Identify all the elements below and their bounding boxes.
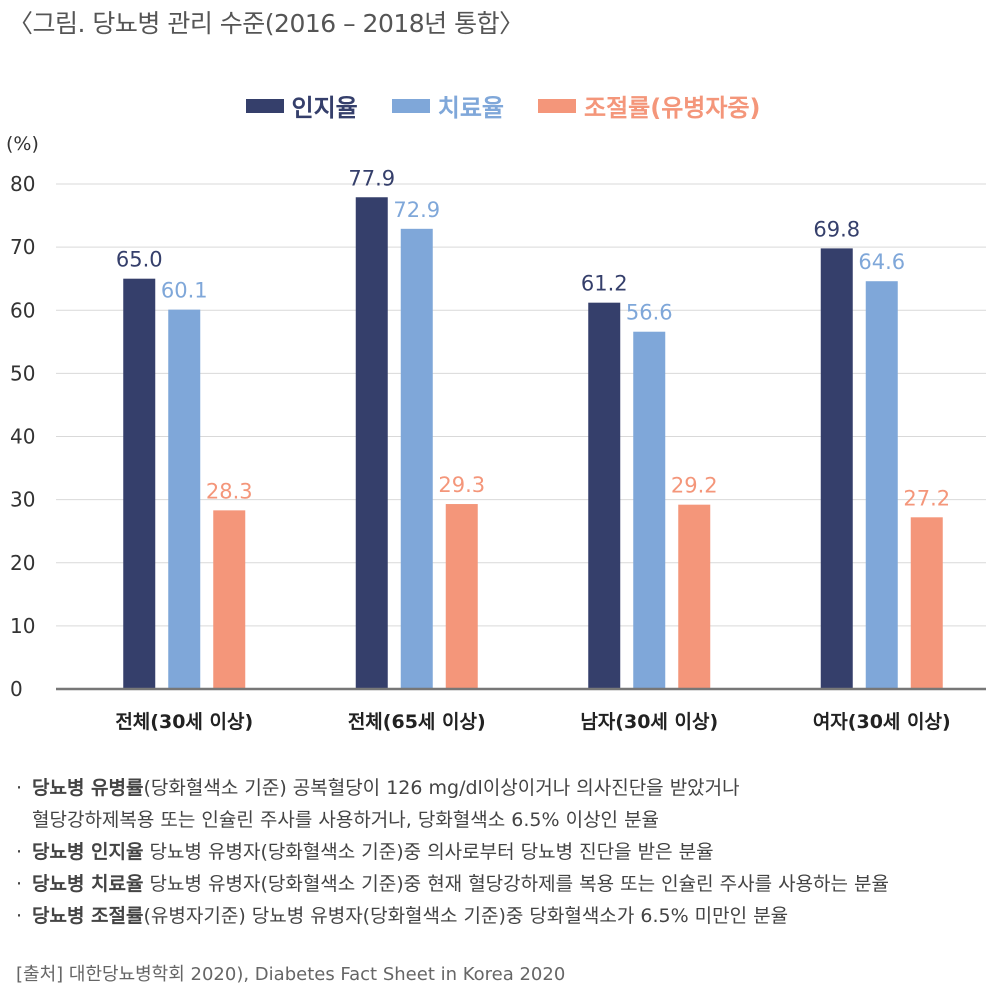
x-tick-label: 전체(65세 이상)	[348, 711, 486, 733]
bar	[910, 517, 943, 689]
bar	[400, 228, 433, 689]
note-text: (유병자기준) 당뇨병 유병자(당화혈색소 기준)중 당화혈색소가 6.5% 미…	[143, 905, 789, 927]
bar	[355, 197, 388, 689]
y-axis-label: (%)	[6, 133, 39, 155]
note-bullet: ·	[16, 873, 23, 895]
legend-swatch-awareness	[245, 98, 284, 113]
note-bullet: ·	[16, 841, 23, 863]
legend-label-awareness: 인지율	[291, 94, 358, 122]
notes: · 당뇨병 유병률(당화혈색소 기준) 공복혈당이 126 mg/dl이상이거나 …	[16, 772, 889, 932]
note-control: · 당뇨병 조절률(유병자기준) 당뇨병 유병자(당화혈색소 기준)중 당화혈색소…	[16, 900, 889, 932]
note-treatment: · 당뇨병 치료율 당뇨병 유병자(당화혈색소 기준)중 현재 혈당강하제를 복용…	[16, 868, 889, 900]
note-term: 당뇨병 조절률	[32, 905, 144, 927]
y-tick-label: 50	[10, 361, 35, 385]
legend-label-treatment: 치료율	[437, 94, 504, 122]
bar	[588, 302, 621, 689]
note-prevalence-continued: 혈당강하제복용 또는 인슐린 주사를 사용하거나, 당화혈색소 6.5% 이상인…	[16, 804, 889, 836]
data-label: 61.2	[581, 272, 628, 296]
legend-item-treatment: 치료율	[391, 88, 504, 123]
y-tick-label: 0	[10, 677, 23, 701]
y-tick-label: 60	[10, 298, 35, 322]
data-label: 29.2	[671, 474, 718, 498]
note-term: 당뇨병 치료율	[32, 873, 144, 895]
note-text: 혈당강하제복용 또는 인슐린 주사를 사용하거나, 당화혈색소 6.5% 이상인…	[32, 809, 660, 831]
data-label: 28.3	[206, 479, 253, 503]
note-awareness: · 당뇨병 인지율 당뇨병 유병자(당화혈색소 기준)중 의사로부터 당뇨병 진단…	[16, 836, 889, 868]
data-label: 27.2	[903, 486, 950, 510]
legend-item-awareness: 인지율	[245, 88, 358, 123]
note-text: 당뇨병 유병자(당화혈색소 기준)중 현재 혈당강하제를 복용 또는 인슐린 주…	[143, 873, 890, 895]
data-label: 60.1	[161, 279, 208, 303]
data-label: 29.3	[438, 473, 485, 497]
data-label: 72.9	[393, 198, 440, 222]
bar-chart: (%) 0 10 20 30 40 50 60 70 80 65.0 60.1 28.3 전체(30세 …	[6, 133, 986, 733]
data-label: 64.6	[858, 250, 905, 274]
data-label: 65.0	[116, 248, 163, 272]
note-bullet: ·	[16, 905, 23, 927]
bar	[213, 510, 246, 689]
x-tick-label: 전체(30세 이상)	[115, 711, 253, 733]
note-text: (당화혈색소 기준) 공복혈당이 126 mg/dl이상이거나 의사진단을 받았…	[143, 777, 740, 799]
bar	[633, 331, 666, 689]
bar	[445, 504, 478, 689]
legend-swatch-control	[538, 98, 576, 113]
legend-item-control: 조절률(유병자중)	[538, 88, 761, 123]
bar	[820, 248, 853, 689]
y-tick-label: 20	[10, 551, 35, 575]
source-citation: [출처] 대한당뇨병학회 2020), Diabetes Fact Sheet …	[16, 964, 566, 985]
legend-swatch-treatment	[391, 98, 430, 113]
y-tick-label: 30	[10, 488, 35, 512]
bar	[123, 278, 156, 689]
note-bullet: ·	[16, 777, 23, 799]
data-label: 69.8	[813, 217, 860, 241]
note-text: 당뇨병 유병자(당화혈색소 기준)중 의사로부터 당뇨병 진단을 받은 분율	[143, 841, 714, 863]
legend-label-control: 조절률(유병자중)	[584, 94, 761, 122]
bar	[678, 504, 711, 689]
y-tick-label: 80	[10, 172, 35, 196]
bar	[168, 309, 201, 689]
chart-legend: 인지율 치료율 조절률(유병자중)	[0, 88, 1006, 123]
data-label: 56.6	[626, 301, 673, 325]
x-tick-label: 여자(30세 이상)	[813, 711, 951, 733]
note-prevalence: · 당뇨병 유병률(당화혈색소 기준) 공복혈당이 126 mg/dl이상이거나 …	[16, 772, 889, 804]
bar	[865, 281, 898, 689]
note-term: 당뇨병 인지율	[32, 841, 144, 863]
y-tick-label: 70	[10, 235, 35, 259]
figure-title: 〈그림. 당뇨병 관리 수준(2016 – 2018년 통합〉	[8, 9, 524, 38]
data-label: 77.9	[348, 166, 395, 190]
y-tick-label: 40	[10, 425, 35, 449]
x-tick-label: 남자(30세 이상)	[580, 711, 718, 733]
y-tick-label: 10	[10, 614, 35, 638]
note-term: 당뇨병 유병률	[32, 777, 144, 799]
